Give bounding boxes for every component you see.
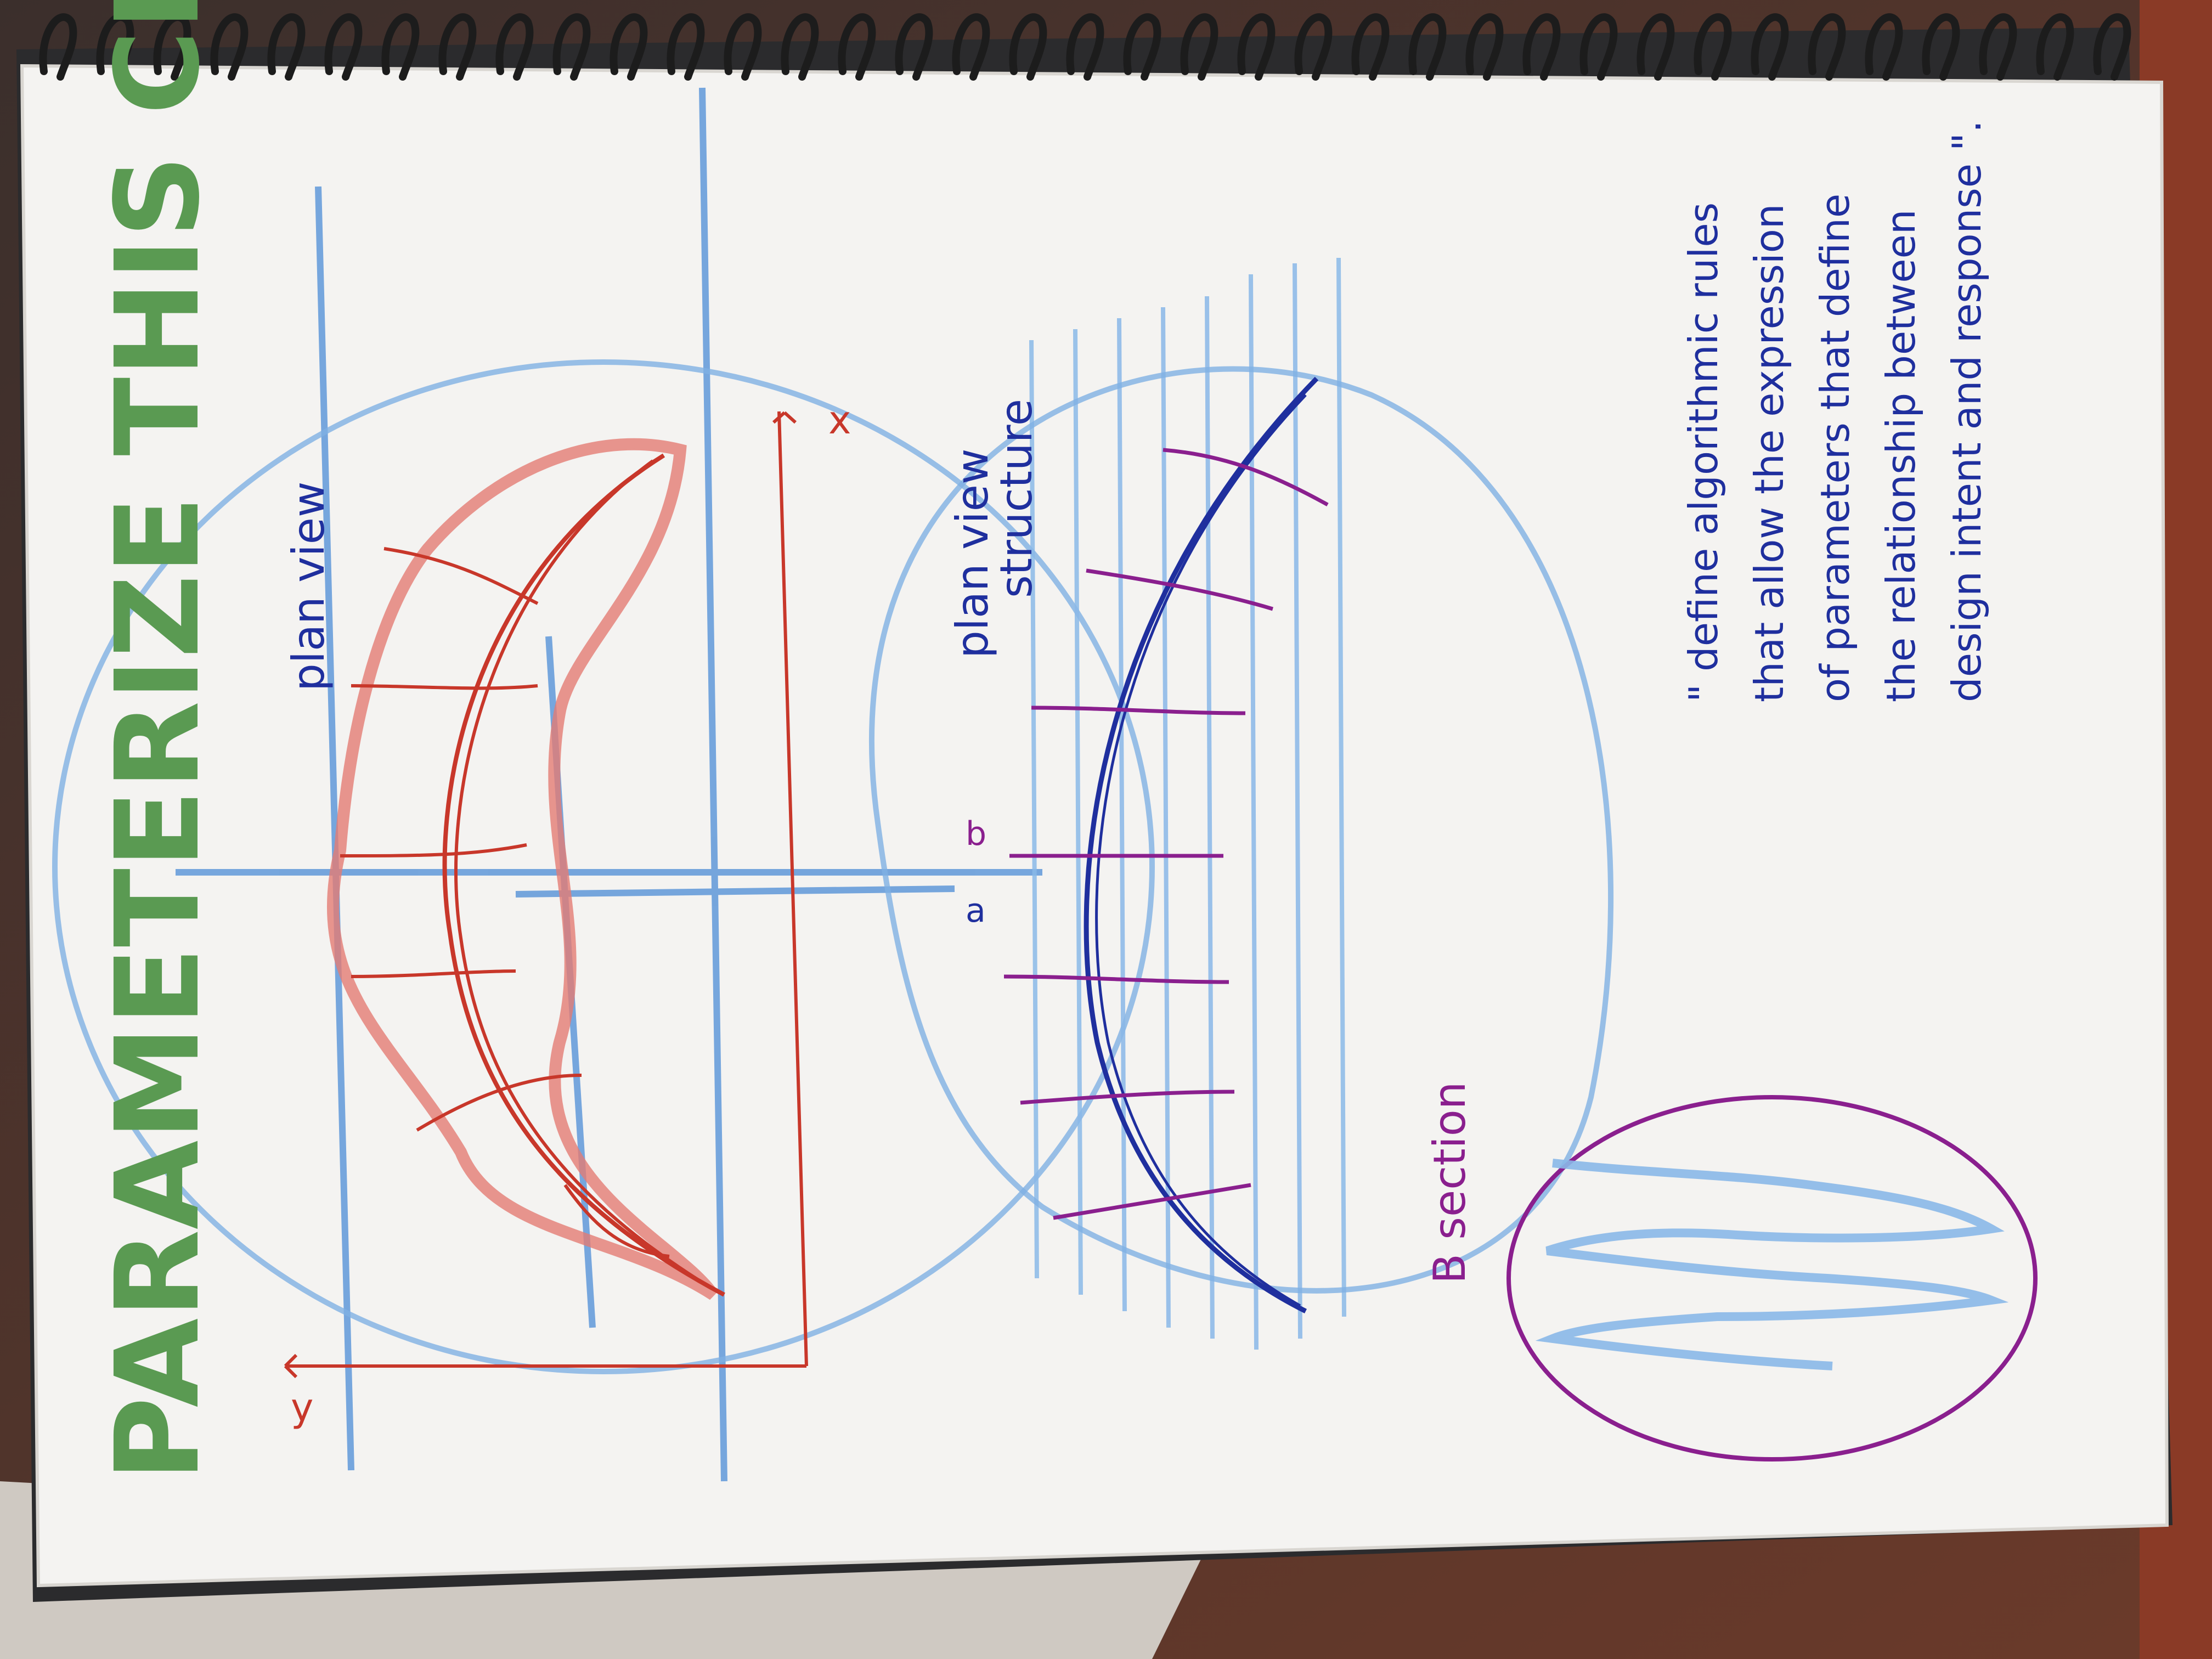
construction-circle <box>52 359 1155 1374</box>
section-label: B section <box>1424 1082 1475 1284</box>
quote-block: " define algorithmic rules that allow th… <box>1680 120 1990 702</box>
croissant-spine <box>442 453 725 1297</box>
spiral-ring <box>1408 13 1447 81</box>
quote-line: of parameters that define <box>1812 194 1858 702</box>
spiral-ring <box>895 13 933 81</box>
spiral-ring <box>495 13 534 81</box>
structure-ribs <box>1003 448 1329 1220</box>
quote-line: " define algorithmic rules <box>1680 202 1726 702</box>
axis-x-label: x <box>828 398 851 443</box>
structure-outline <box>868 366 1613 1294</box>
spiral-ring <box>1009 13 1047 81</box>
section-ellipse <box>1506 1095 2038 1462</box>
spiral-ring <box>1522 13 1561 81</box>
spiral-ring <box>838 13 876 81</box>
spiral-ring <box>381 13 420 81</box>
plan-view-structure-label-1: plan view <box>947 449 998 658</box>
spiral-ring <box>1351 13 1390 81</box>
spiral-ring <box>153 13 191 81</box>
spiral-ring <box>781 13 819 81</box>
spiral-ring <box>1979 13 2017 81</box>
spiral-ring <box>267 13 306 81</box>
spiral-ring <box>952 13 990 81</box>
spiral-ring <box>1865 13 1903 81</box>
spiral-ring <box>1237 13 1276 81</box>
spiral-ring <box>1694 13 1732 81</box>
spiral-ring <box>1465 13 1504 81</box>
section-coil <box>1535 1159 2009 1370</box>
marker-b-label: b <box>966 815 986 853</box>
spiral-binding <box>39 13 2131 81</box>
spiral-ring <box>1751 13 1789 81</box>
spiral-ring <box>2093 13 2131 81</box>
plan-view-structure-label-2: structure <box>991 399 1042 598</box>
spiral-ring <box>1808 13 1846 81</box>
spiral-ring <box>438 13 477 81</box>
spiral-ring <box>324 13 363 81</box>
spiral-ring <box>1579 13 1618 81</box>
spiral-ring <box>1180 13 1218 81</box>
spiral-ring <box>1294 13 1333 81</box>
quote-line: design intent and response ". <box>1944 120 1990 702</box>
spiral-ring <box>210 13 249 81</box>
page-title: PARAMETERIZE THIS CROISSANT <box>91 0 225 1481</box>
xy-axes <box>284 411 808 1379</box>
structure-arc <box>1084 376 1319 1314</box>
croissant-ribs <box>340 547 670 1258</box>
marker-a-label: a <box>966 891 986 930</box>
spiral-ring <box>667 13 705 81</box>
spiral-ring <box>1922 13 1960 81</box>
spiral-ring <box>610 13 648 81</box>
croissant-spine-2 <box>454 459 714 1291</box>
croissant-outline <box>326 438 719 1300</box>
spiral-ring <box>39 13 77 81</box>
spiral-ring <box>1637 13 1675 81</box>
quote-line: that allow the expression <box>1746 204 1792 702</box>
spiral-ring <box>1066 13 1104 81</box>
quote-line: the relationship between <box>1878 210 1924 703</box>
spiral-ring <box>1123 13 1161 81</box>
spiral-ring <box>552 13 591 81</box>
spiral-ring <box>2036 13 2074 81</box>
spiral-ring <box>724 13 762 81</box>
axis-y-label: y <box>291 1385 313 1430</box>
spiral-ring <box>96 13 134 81</box>
plan-view-label: plan view <box>283 482 334 691</box>
